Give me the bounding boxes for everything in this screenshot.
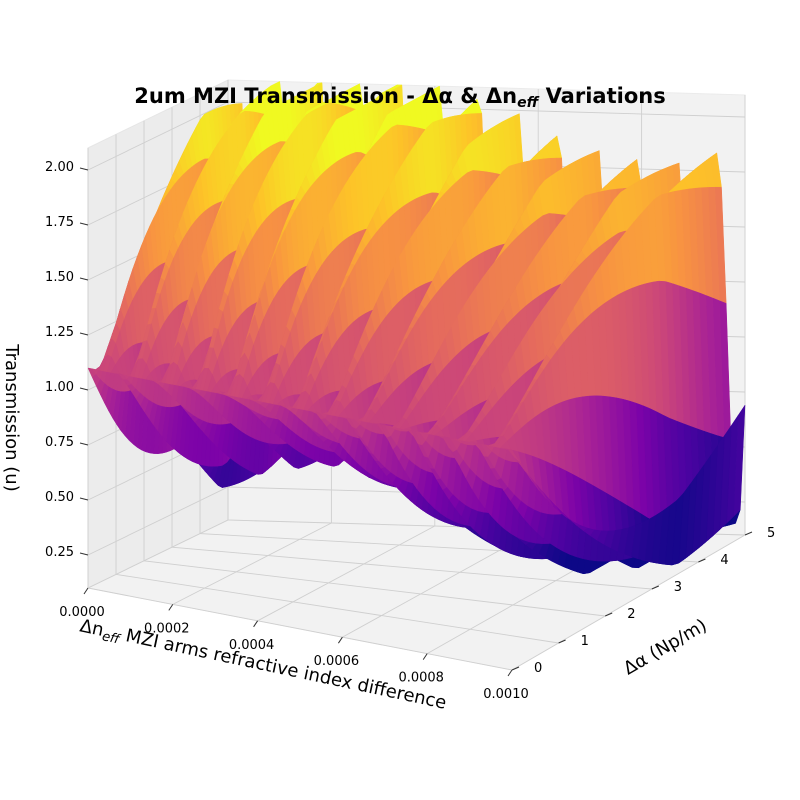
y-tick-mark [558,639,566,644]
x-tick-label: 0.0010 [483,687,529,702]
z-tick-mark [79,167,89,171]
z-tick-label: 1.75 [45,215,74,230]
x-tick-mark [83,587,89,595]
y-tick-mark [744,531,753,536]
x-tick-label: 0.0002 [144,621,190,636]
y-axis-label: Δα (Np/m) [620,615,711,679]
z-tick-mark [79,277,89,281]
x-tick-label: 0.0006 [314,654,360,669]
surface-plot [87,81,746,575]
chart-title: 2um MZI Transmission - Δα & Δneff Variat… [134,84,665,111]
y-tick-label: 4 [720,553,728,568]
z-tick-mark [79,552,89,556]
z-tick-label: 0.50 [45,490,74,505]
z-tick-label: 0.25 [45,545,74,560]
z-tick-label: 0.75 [45,435,74,450]
y-tick-label: 5 [767,526,775,541]
z-tick-label: 1.00 [45,380,74,395]
x-tick-label: 0.0000 [59,605,105,620]
y-tick-mark [698,558,706,563]
y-tick-label: 3 [674,580,682,595]
surface-patch [507,448,520,462]
z-tick-label: 1.50 [45,270,74,285]
x-tick-mark [337,636,343,644]
z-tick-label: 1.25 [45,325,74,340]
x-tick-mark [422,653,428,660]
z-tick-label: 2.00 [45,160,74,175]
y-tick-label: 1 [581,634,589,649]
z-axis-label: Transmission (u) [1,343,22,491]
z-tick-mark [79,497,89,501]
z-tick-mark [79,387,89,391]
z-tick-mark [79,222,89,226]
x-tick-label: 0.0004 [229,638,275,653]
gridline-y [115,134,559,644]
x-tick-mark [253,620,259,628]
y-tick-label: 0 [534,661,542,676]
z-tick-mark [79,332,89,336]
x-axis-ticks: 0.0000 0.0002 0.0004 0.0006 0.0008 0.0010 [59,587,529,702]
y-tick-mark [511,666,520,671]
z-tick-mark [79,442,89,446]
x-tick-label: 0.0008 [398,671,444,686]
z-axis-ticks: 0.25 0.50 0.75 1.00 1.25 1.50 1.75 2.00 [45,160,89,560]
x-tick-mark [507,669,513,677]
gridline-z [87,101,746,171]
x-tick-mark [168,604,174,611]
y-axis-ticks: 0 1 2 3 4 5 [511,526,775,676]
y-tick-label: 2 [627,607,635,622]
y-tick-mark [651,585,659,590]
y-tick-mark [605,612,613,617]
